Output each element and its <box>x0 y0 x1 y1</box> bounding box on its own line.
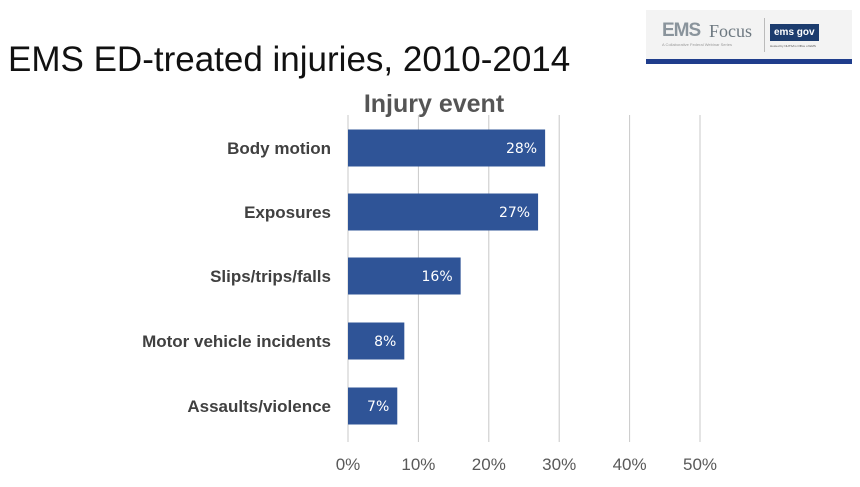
category-label: Exposures <box>244 203 331 222</box>
category-label: Body motion <box>227 139 331 158</box>
x-tick-label: 50% <box>683 455 717 474</box>
logo-gov-subtitle: Hosted by NHTSA's Office of EMS <box>770 44 816 48</box>
logo-underline <box>646 59 852 64</box>
data-label: 28% <box>506 141 537 157</box>
logo-ems-gov: ems gov <box>770 24 819 41</box>
category-label: Slips/trips/falls <box>210 267 331 286</box>
category-label: Motor vehicle incidents <box>142 332 331 351</box>
data-label: 16% <box>422 269 453 285</box>
slide-title: EMS ED-treated injuries, 2010-2014 <box>8 40 571 79</box>
chart-title: Injury event <box>364 90 505 118</box>
x-tick-label: 30% <box>542 455 576 474</box>
x-tick-label: 10% <box>401 455 435 474</box>
logo-divider <box>764 18 765 52</box>
bar <box>348 193 539 231</box>
bar <box>348 322 405 360</box>
data-label: 27% <box>499 205 530 221</box>
data-label: 7% <box>367 399 389 415</box>
x-tick-label: 0% <box>336 455 361 474</box>
x-tick-label: 40% <box>613 455 647 474</box>
bar <box>348 387 398 425</box>
bar <box>348 129 546 167</box>
category-label: Assaults/violence <box>187 397 331 416</box>
x-tick-label: 20% <box>472 455 506 474</box>
bar <box>348 257 461 295</box>
ems-focus-logo: EMS Focus A Collaborative Federal Webina… <box>646 10 852 64</box>
logo-focus: Focus <box>709 21 753 41</box>
data-label: 8% <box>374 334 396 350</box>
logo-ems: EMS <box>662 20 701 41</box>
logo-subtitle: A Collaborative Federal Webinar Series <box>662 42 732 47</box>
